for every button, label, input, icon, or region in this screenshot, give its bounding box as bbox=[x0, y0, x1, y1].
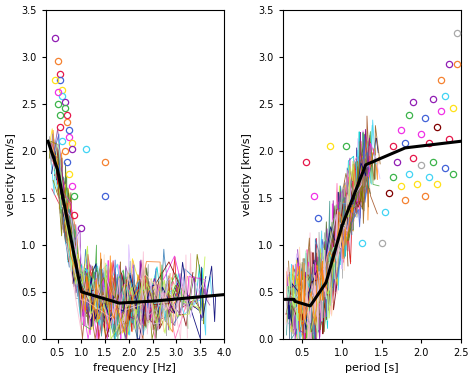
Y-axis label: velocity [km/s]: velocity [km/s] bbox=[6, 133, 16, 216]
Y-axis label: velocity [km/s]: velocity [km/s] bbox=[243, 133, 253, 216]
X-axis label: period [s]: period [s] bbox=[345, 363, 399, 373]
X-axis label: frequency [Hz]: frequency [Hz] bbox=[93, 363, 176, 373]
